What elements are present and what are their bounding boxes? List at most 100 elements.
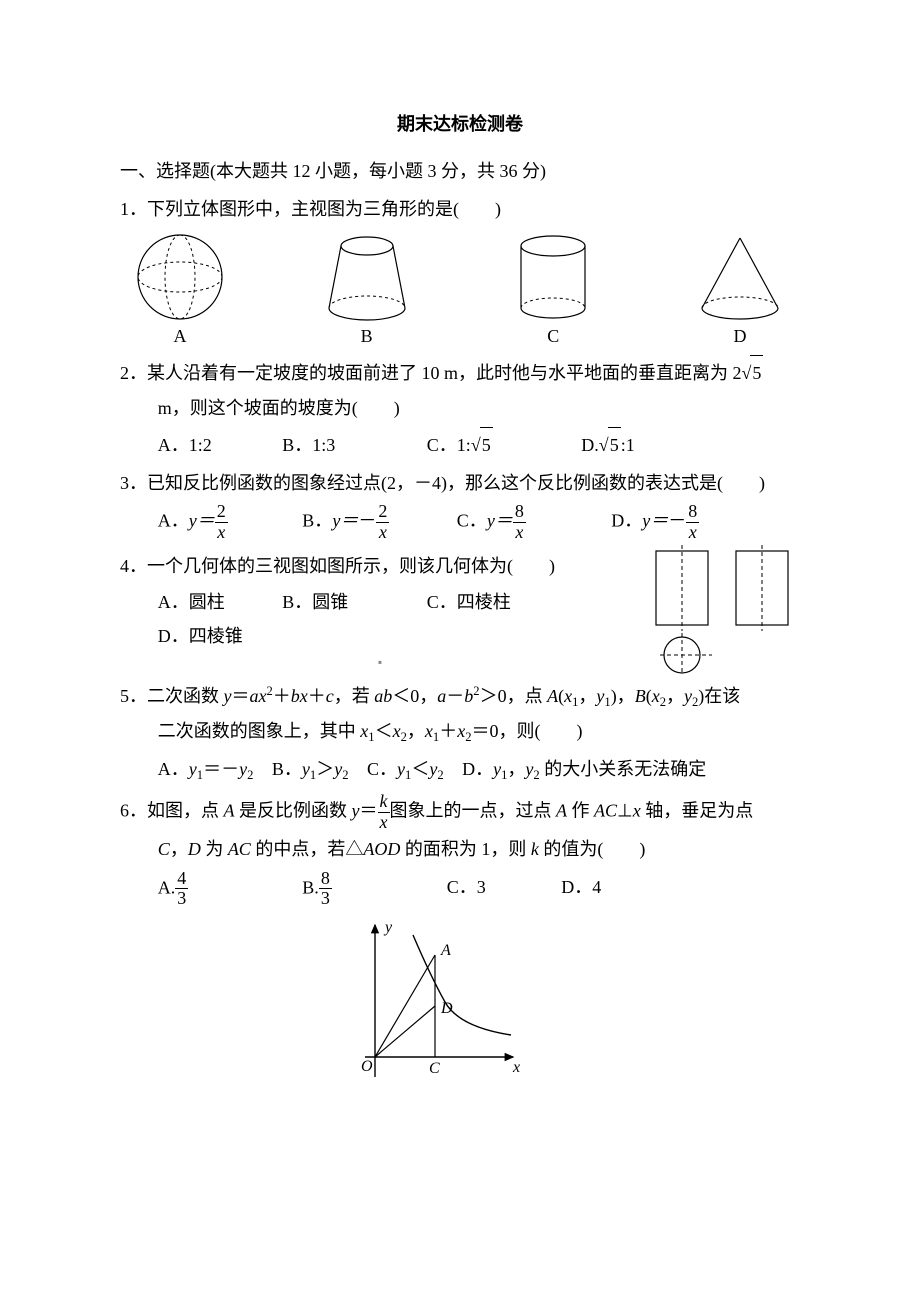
q3-c-pre: C． [457, 511, 487, 531]
q5-a: a [250, 686, 259, 706]
q5-l2x1b: x [425, 721, 433, 741]
q3-opt-d: D．y＝－8x [611, 502, 699, 543]
q5-x: x [259, 686, 267, 706]
q1-shape-cone: D [690, 232, 790, 347]
q1-shape-sphere: A [130, 232, 230, 347]
fraction-icon: kx [378, 792, 390, 833]
q5c-pre: C． [367, 759, 397, 779]
three-view-icon [648, 545, 803, 675]
q3-b-yeq: y＝ [332, 511, 358, 531]
q5-l2cm: ， [407, 721, 425, 741]
section-heading: 一、选择题(本大题共 12 小题，每小题 3 分，共 36 分) [120, 154, 800, 188]
point-c-label: C [429, 1060, 440, 1077]
q6-l2f: 的值为( ) [539, 839, 646, 859]
q5-opt-c: C．y1＜y2 [367, 752, 444, 788]
q5-p1: ＋ [273, 686, 291, 706]
q5-l2lt: ＜ [375, 721, 393, 741]
q3-b-pre: B． [302, 511, 332, 531]
sqrt-icon: 5 [599, 427, 621, 462]
reciprocal-graph-icon: y x O A D C [335, 917, 525, 1087]
q4-opt-c: C．四棱柱 [427, 585, 567, 619]
q1-label-d: D [690, 326, 790, 347]
q3-b-num: 2 [376, 502, 389, 523]
q1-label-c: C [503, 326, 603, 347]
q5-y2: y [684, 686, 692, 706]
q5-line2: 二次函数的图象上，其中 x1＜x2，x1＋x2＝0，则( ) [120, 714, 800, 750]
q5a-y1: y [189, 759, 197, 779]
q2-sqrt: 5 [750, 355, 763, 390]
q3-d-neg: － [668, 511, 686, 531]
q1-shapes: A B C [120, 226, 800, 351]
q5-options: A．y1＝－y2 B．y1＞y2 C．y1＜y2 D．y1，y2 的大小关系无法… [120, 752, 800, 788]
center-mark: ▪ [120, 655, 640, 670]
q5-t5: )在该 [698, 686, 740, 706]
q5d-y1: y [493, 759, 501, 779]
q6-xax: x [633, 800, 641, 820]
q5c-mid: ＜ [411, 759, 429, 779]
q4-figure [640, 545, 800, 675]
q6-opt-d: D．4 [561, 870, 601, 904]
q2-text-a: 2．某人沿着有一定坡度的坡面前进了 10 m，此时他与水平地面的垂直距离为 2 [120, 363, 742, 383]
origin-label: O [361, 1058, 373, 1075]
q3-opt-c: C．y＝8x [457, 502, 607, 543]
q5-x2a: x [652, 686, 660, 706]
q6-t1: 6．如图，点 [120, 800, 224, 820]
q5-x2: x [300, 686, 308, 706]
q5d-pre: D． [462, 759, 493, 779]
q5-opt-d: D．y1，y2 的大小关系无法确定 [462, 752, 706, 788]
q5-a2: a [437, 686, 446, 706]
frustum-icon [317, 232, 417, 322]
q1-shape-frustum: B [317, 232, 417, 347]
q6-t5: 轴，垂足为点 [641, 800, 754, 820]
q6a-den: 3 [175, 889, 188, 909]
q5-l2x2: x [393, 721, 401, 741]
q6-t2: 是反比例函数 [235, 800, 352, 820]
q5-c: c [326, 686, 334, 706]
q5-l2x2b: x [457, 721, 465, 741]
q3-a-yeq: y＝ [189, 511, 215, 531]
point-a-label: A [440, 942, 451, 959]
q2-opt-d: D.5:1 [581, 427, 634, 462]
fraction-icon: 2x [215, 502, 228, 543]
q6-l2d: 的中点，若△ [251, 839, 364, 859]
q6a-num: 4 [175, 869, 188, 890]
axis-x-label: x [512, 1059, 520, 1076]
q6-t3: 图象上的一点，过点 [390, 800, 557, 820]
fraction-icon: 83 [319, 869, 332, 910]
q6-k: k [378, 792, 390, 813]
q5-t3: ＜0， [392, 686, 437, 706]
q6-t4: 作 [567, 800, 594, 820]
q4-opt-b: B．圆锥 [282, 585, 422, 619]
q6-line1: 6．如图，点 A 是反比例函数 y＝kx图象上的一点，过点 A 作 AC⊥x 轴… [120, 792, 800, 833]
q2-opt-a: A．1:2 [158, 428, 278, 462]
q1-label-b: B [317, 326, 417, 347]
q6-opt-c: C．3 [447, 870, 557, 904]
q5-l2pl: ＋ [439, 721, 457, 741]
q5-l2a: 二次函数的图象上，其中 [158, 721, 361, 741]
q5-x1: x [564, 686, 572, 706]
q1-label-a: A [130, 326, 230, 347]
q5-b2: b [464, 686, 473, 706]
q2-opt-b: B．1:3 [282, 428, 422, 462]
q3-d-pre: D． [611, 511, 642, 531]
paper-title: 期末达标检测卷 [120, 110, 800, 136]
q5-rp1: )， [611, 686, 635, 706]
q5-Bpt: B [635, 686, 646, 706]
q6-x: x [378, 813, 390, 833]
q5b-s2: 2 [342, 768, 348, 782]
q3-d-den: x [686, 523, 699, 543]
cylinder-icon [503, 232, 603, 322]
q5b-y2: y [334, 759, 342, 779]
q6-l2c: 为 [201, 839, 228, 859]
q5d-mid: ， [507, 759, 525, 779]
q4-opt-a: A．圆柱 [158, 585, 278, 619]
q6-C: C [158, 839, 170, 859]
sphere-icon [130, 232, 230, 322]
q6b-pre: B. [302, 877, 319, 897]
q6-k2: k [531, 839, 539, 859]
q4-opt-d: D．四棱锥 [158, 619, 243, 653]
q5-p2: ＋ [308, 686, 326, 706]
q6-opt-b: B.83 [302, 869, 442, 910]
q2-opt-c: C．1:5 [427, 427, 577, 462]
q3-d-num: 8 [686, 502, 699, 523]
